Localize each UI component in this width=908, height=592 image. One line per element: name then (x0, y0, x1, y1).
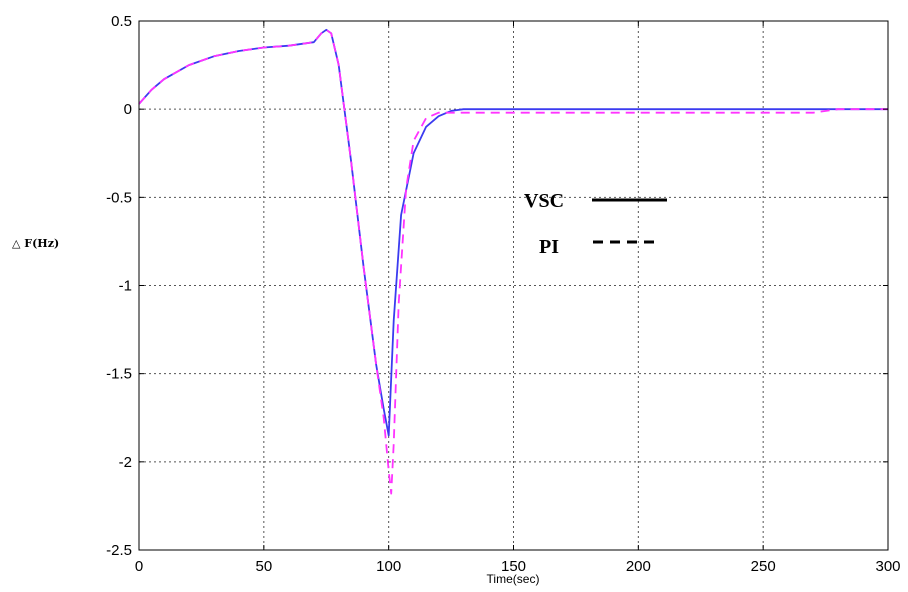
y-tick-label: 0.5 (111, 13, 132, 30)
y-tick-label: 0 (124, 101, 132, 118)
x-axis-label: Time(sec) (487, 572, 540, 586)
y-axis-label: △ F(Hz) (12, 237, 59, 250)
y-tick-label: -0.5 (106, 189, 132, 206)
x-tick-label: 250 (751, 558, 776, 575)
legend-label-vsc: VSC (524, 190, 564, 212)
legend: VSC PI (524, 190, 667, 258)
y-tick-label: -1.5 (106, 366, 132, 383)
tick-labels: 0 50 100 150 200 250 300 0.5 0 -0.5 -1 -1.5 -2 -2.5 (106, 13, 900, 575)
y-tick-label: -2 (119, 454, 132, 471)
x-tick-label: 50 (255, 558, 272, 575)
series-line-pi (138, 28, 888, 495)
series-layer (138, 28, 888, 495)
legend-label-pi: PI (539, 236, 559, 258)
x-tick-label: 100 (376, 558, 401, 575)
x-tick-label: 200 (626, 558, 651, 575)
y-tick-label: -2.5 (106, 542, 132, 559)
x-tick-label: 0 (135, 558, 143, 575)
x-tick-label: 150 (501, 558, 526, 575)
axis-ticks (138, 20, 889, 551)
x-tick-label: 300 (875, 558, 900, 575)
y-tick-label: -1 (119, 278, 132, 295)
